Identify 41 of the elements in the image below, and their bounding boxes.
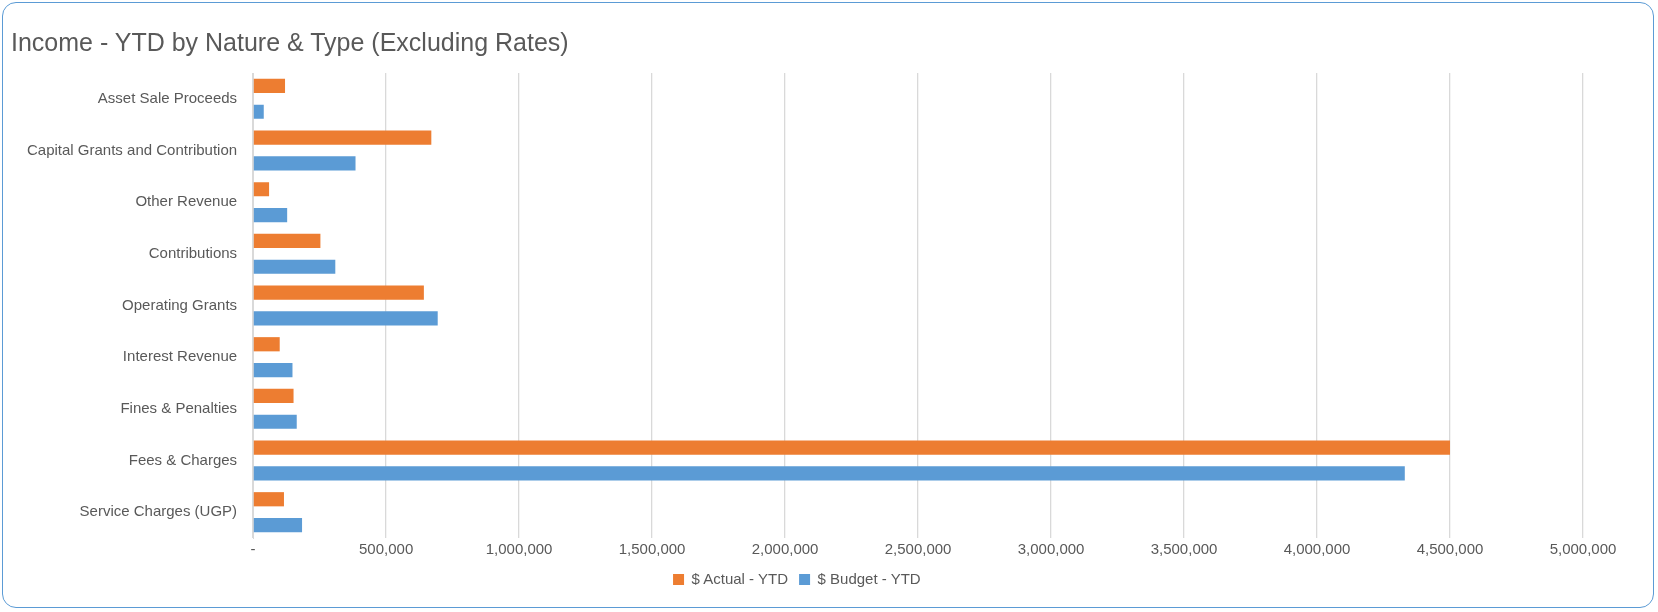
x-tick-label: 500,000 — [358, 540, 414, 558]
bar — [253, 440, 1451, 455]
y-tick-label: Contributions — [148, 243, 238, 261]
bar — [253, 207, 288, 223]
bar — [253, 259, 336, 274]
x-tick-label: 3,000,000 — [1017, 540, 1085, 558]
x-tick-label: 4,000,000 — [1283, 540, 1351, 558]
bar — [253, 311, 438, 326]
bar — [253, 78, 286, 94]
y-tick-label: Service Charges (UGP) — [79, 502, 238, 520]
y-tick-label: Interest Revenue — [122, 347, 238, 365]
y-tick-label: Operating Grants — [122, 295, 238, 313]
bar — [253, 388, 294, 404]
bar — [253, 362, 293, 378]
bar — [253, 466, 1405, 481]
bar — [253, 156, 356, 171]
x-tick-label: 1,000,000 — [485, 540, 553, 558]
y-tick-label: Fees & Charges — [128, 450, 238, 468]
x-tick-label: 3,500,000 — [1150, 540, 1218, 558]
bar — [253, 285, 424, 300]
bar — [253, 492, 284, 507]
bar — [253, 337, 280, 352]
legend-label: $ Budget - YTD — [817, 569, 921, 587]
bar — [253, 517, 303, 533]
chart-title: Income - YTD by Nature & Type (Excluding Rates) — [11, 27, 569, 56]
x-tick-label: 1,500,000 — [618, 540, 686, 558]
y-tick-label: Capital Grants and Contribution — [26, 140, 238, 158]
y-tick-label: Fines & Penalties — [120, 398, 238, 416]
x-tick-label: 2,000,000 — [751, 540, 819, 558]
x-tick-label: - — [250, 540, 256, 558]
y-tick-label: Other Revenue — [135, 192, 238, 210]
bar — [253, 130, 432, 145]
x-tick-label: 5,000,000 — [1549, 540, 1617, 558]
bar — [253, 182, 270, 197]
x-tick-label: 2,500,000 — [884, 540, 952, 558]
y-tick-label: Asset Sale Proceeds — [97, 88, 238, 106]
bar — [253, 104, 264, 119]
bar — [253, 233, 321, 249]
legend-label: $ Actual - YTD — [691, 569, 789, 587]
x-tick-label: 4,500,000 — [1416, 540, 1484, 558]
bar — [253, 414, 297, 429]
